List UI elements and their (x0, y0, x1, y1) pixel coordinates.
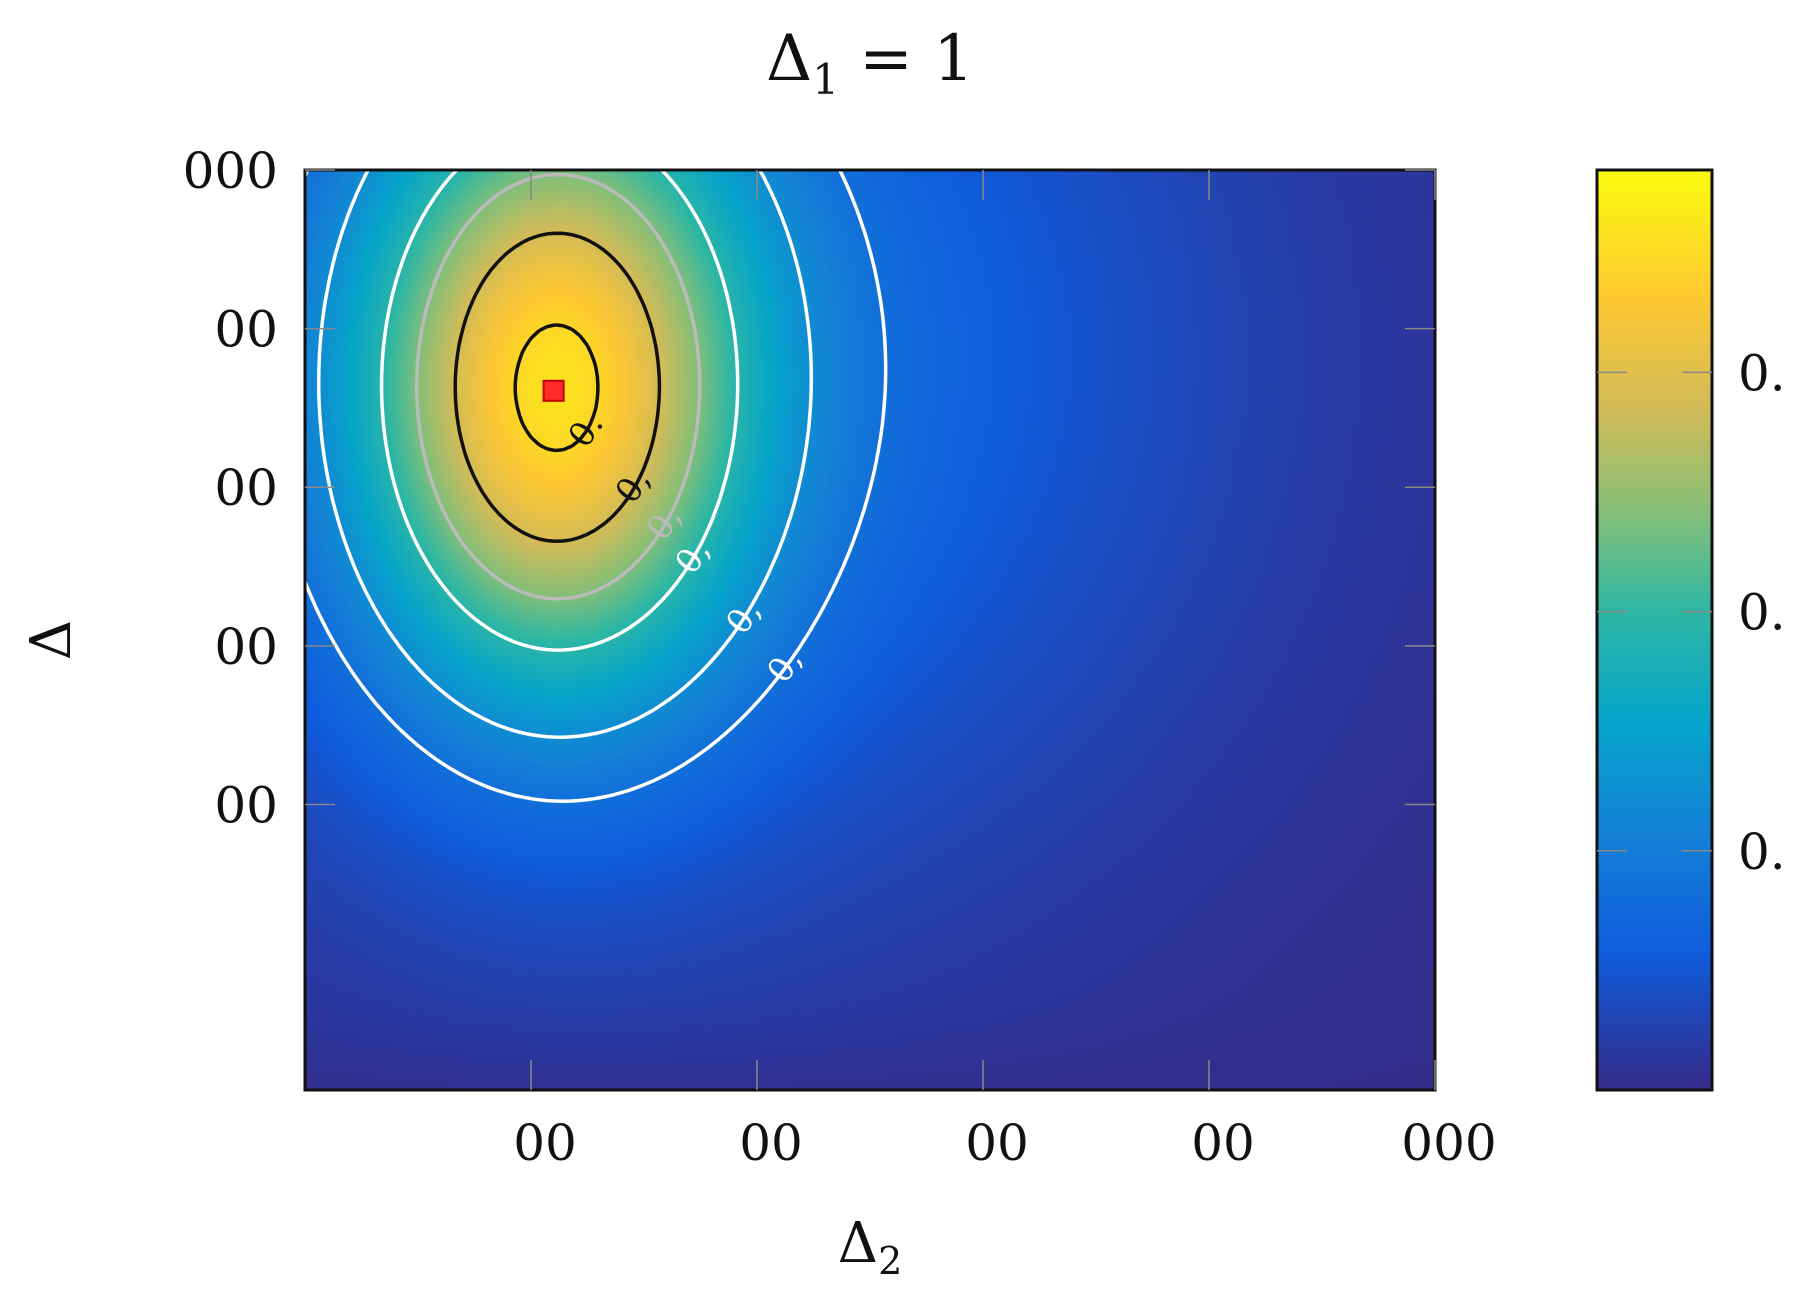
title-suffix: = 1 (839, 22, 974, 96)
chart-title: Δ1 = 1 (766, 22, 974, 104)
y-tick-label: 00 (214, 776, 278, 834)
x-tick-label: 000 (1401, 1114, 1496, 1172)
y-tick-label: 00 (214, 618, 278, 676)
y-tick-label: 00 (214, 459, 278, 517)
title-subscript: 1 (812, 55, 839, 104)
contour-line (453, 231, 662, 544)
y-axis-label: Δ (19, 620, 84, 660)
contour-line (513, 323, 600, 453)
y-tick-label: 000 (183, 142, 278, 200)
colorbar (1595, 168, 1714, 1092)
x-axis-label-subscript: 2 (878, 1239, 902, 1283)
x-tick-label: 00 (965, 1114, 1029, 1172)
x-axis-label-main: Δ (838, 1211, 878, 1276)
plot-frame (303, 168, 1437, 1092)
x-tick-label: 00 (513, 1114, 577, 1172)
colorbar-tick-label: 0. (1738, 823, 1786, 881)
title-main: Δ (766, 22, 812, 96)
heatmap (305, 170, 1435, 1090)
contour-line (414, 172, 702, 601)
x-tick-label: 00 (739, 1114, 803, 1172)
contour-lines (305, 170, 888, 803)
optimum-marker (542, 379, 565, 402)
x-tick-label: 00 (1191, 1114, 1255, 1172)
colorbar-tick-label: 0. (1738, 584, 1786, 642)
colorbar-ticks (1597, 371, 1712, 852)
colorbar-tick-labels: 0. 0. 0. (1738, 344, 1786, 880)
x-axis-label: Δ2 (838, 1211, 903, 1283)
contour-line (379, 170, 740, 652)
tick-marks (305, 169, 1436, 1090)
y-tick-label: 00 (214, 301, 278, 359)
contour-line (316, 170, 814, 739)
colorbar-tick-label: 0. (1738, 344, 1786, 402)
x-tick-labels: 00 00 00 00 000 (513, 1114, 1497, 1172)
